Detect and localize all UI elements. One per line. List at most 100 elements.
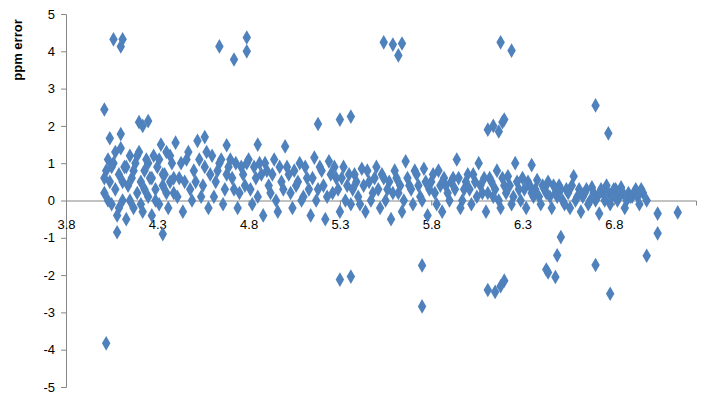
point [246, 182, 254, 197]
point [254, 189, 262, 204]
point [268, 167, 276, 182]
point [469, 167, 477, 182]
y-tick-label: -1 [43, 230, 55, 245]
point [400, 193, 408, 208]
point [115, 201, 123, 216]
point [591, 98, 599, 113]
point [159, 167, 167, 182]
point [396, 178, 404, 193]
y-tick: -1 [43, 230, 66, 245]
y-tick: 2 [48, 119, 66, 134]
point [414, 178, 422, 193]
point [458, 193, 466, 208]
y-tick-mark [61, 163, 66, 164]
point [642, 248, 650, 263]
point [367, 193, 375, 208]
point [425, 182, 433, 197]
point [484, 283, 492, 298]
point [170, 171, 178, 186]
point [204, 201, 212, 216]
point [338, 171, 346, 186]
point [387, 212, 395, 227]
point [193, 133, 201, 148]
chart-container: -5-4-3-2-10123453.84.34.85.35.86.36.8ppm… [0, 0, 705, 396]
point [381, 193, 389, 208]
point [330, 160, 338, 175]
point [548, 201, 556, 216]
y-tick: 1 [48, 156, 66, 171]
point [312, 193, 320, 208]
point [106, 131, 114, 146]
point [104, 193, 112, 208]
point [286, 186, 294, 201]
y-tick: 4 [48, 44, 66, 59]
point [109, 32, 117, 47]
point [137, 197, 145, 212]
point [254, 137, 262, 152]
y-tick-label: 4 [48, 44, 55, 59]
y-tick-mark [61, 350, 66, 351]
point [199, 178, 207, 193]
point [454, 171, 462, 186]
point [453, 152, 461, 167]
point [221, 182, 229, 197]
point [171, 135, 179, 150]
point [243, 156, 251, 171]
y-tick-mark [61, 126, 66, 127]
y-tick: 3 [48, 81, 66, 96]
point [279, 182, 287, 197]
point [140, 182, 148, 197]
point [378, 167, 386, 182]
point [122, 160, 130, 175]
point [495, 193, 503, 208]
point [274, 204, 282, 219]
y-tick-label: -5 [43, 380, 55, 395]
y-tick-label: 1 [48, 156, 55, 171]
point [232, 156, 240, 171]
y-tick-label: 3 [48, 81, 55, 96]
point [604, 126, 612, 141]
y-tick-label: -4 [43, 342, 55, 357]
point [177, 156, 185, 171]
point [118, 175, 126, 190]
point [215, 39, 223, 54]
point [162, 186, 170, 201]
point [261, 156, 269, 171]
point [409, 197, 417, 212]
point [336, 272, 344, 287]
point [222, 138, 230, 153]
point [210, 189, 218, 204]
point [111, 182, 119, 197]
point [184, 145, 192, 160]
point [294, 175, 302, 190]
y-tick: -3 [43, 305, 66, 320]
point [155, 152, 163, 167]
point [345, 167, 353, 182]
point [336, 204, 344, 219]
point [480, 171, 488, 186]
x-tick-label: 6.8 [605, 217, 623, 232]
point [308, 171, 316, 186]
y-tick-label: -3 [43, 305, 55, 320]
point [164, 201, 172, 216]
x-tick: 6.3 [514, 201, 532, 232]
y-tick-label: 2 [48, 119, 55, 134]
point [122, 212, 130, 227]
point [341, 193, 349, 208]
y-tick-mark [61, 51, 66, 52]
point [288, 201, 296, 216]
point [420, 161, 428, 176]
point [117, 39, 125, 54]
point [418, 193, 426, 208]
point [389, 37, 397, 52]
point [151, 193, 159, 208]
point [500, 112, 508, 127]
y-tick: -4 [43, 342, 66, 357]
point [310, 150, 318, 165]
point [591, 258, 599, 273]
point [107, 160, 115, 175]
point [217, 152, 225, 167]
point [577, 204, 585, 219]
point [507, 43, 515, 58]
y-tick-mark [61, 275, 66, 276]
